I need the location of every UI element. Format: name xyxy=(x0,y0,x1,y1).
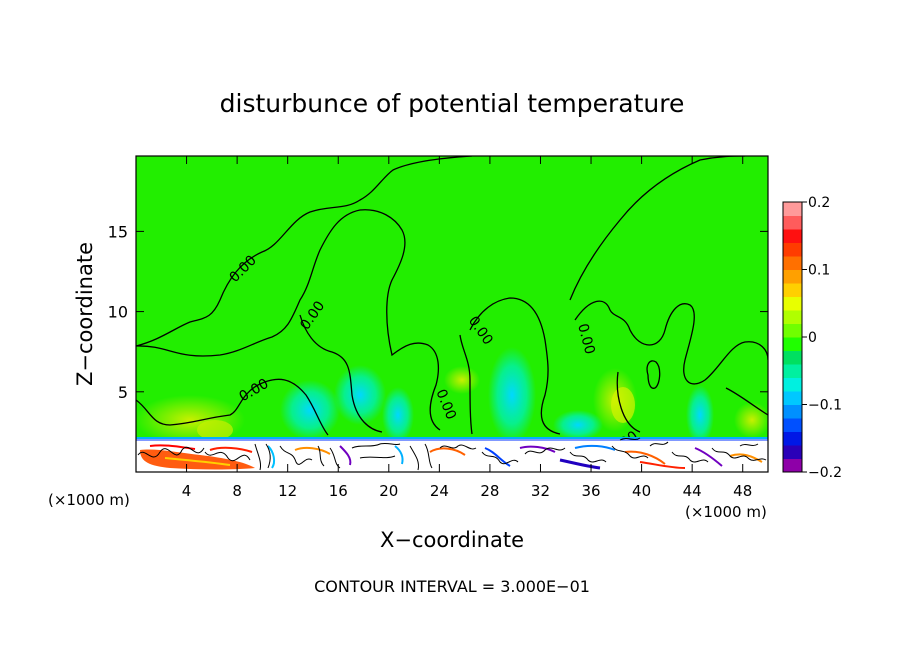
y-axis-label: Z−coordinate xyxy=(73,242,97,386)
x-tick-label: 44 xyxy=(683,482,702,500)
colorbar-segment xyxy=(783,283,802,297)
colorbar-segment xyxy=(783,445,802,459)
y-tick-label: 15 xyxy=(108,222,128,241)
x-tick-label: 48 xyxy=(733,482,752,500)
colorbar-segment xyxy=(783,364,802,378)
contour-label: 0.00 xyxy=(574,322,598,356)
colorbar-segment xyxy=(783,256,802,270)
colorbar-segment xyxy=(783,202,802,216)
colorbar-segment xyxy=(783,242,802,257)
chart-title: disturbunce of potential temperature xyxy=(220,89,685,118)
contour-interval-note: CONTOUR INTERVAL = 3.000E−01 xyxy=(314,577,590,596)
colorbar-tick-label: −0.2 xyxy=(808,465,842,481)
colorbar-tick-label: 0.1 xyxy=(808,263,830,279)
x-tick-label: 8 xyxy=(232,482,242,500)
x-tick-label: 16 xyxy=(329,482,348,500)
plot-frame xyxy=(135,155,769,473)
x-unit-right: (×1000 m) xyxy=(685,503,767,521)
colorbar-segment xyxy=(783,229,802,243)
x-tick-label: 20 xyxy=(379,482,398,500)
x-unit-left: (×1000 m) xyxy=(48,491,130,509)
colorbar-segment xyxy=(783,431,802,446)
plot-area: 0.00 0.00 0.00 0.00 0.00 0.00 0.00 xyxy=(136,156,768,472)
colorbar-segment xyxy=(783,310,802,324)
x-tick-label: 40 xyxy=(632,482,651,500)
colorbar-segment xyxy=(783,215,802,230)
zero-contours xyxy=(136,156,768,436)
colorbar-tick-label: 0.2 xyxy=(808,195,830,211)
colorbar-segment xyxy=(783,350,802,365)
x-tick-label: 28 xyxy=(480,482,499,500)
colorbar-segment xyxy=(783,337,802,351)
colorbar-segment xyxy=(783,377,802,392)
y-tick-label: 5 xyxy=(118,383,128,402)
colorbar-tick-label: −0.1 xyxy=(808,398,842,414)
y-tick-label: 10 xyxy=(108,303,128,322)
x-tick-label: 32 xyxy=(531,482,550,500)
colorbar-segment xyxy=(783,458,802,473)
y-axis: 5 10 15 xyxy=(108,222,768,402)
colorbar-segment xyxy=(783,296,802,311)
boundary-layer xyxy=(136,437,768,472)
colorbar-segment xyxy=(783,404,802,419)
x-axis: 4 8 12 16 20 24 28 32 36 40 44 48 xyxy=(182,156,752,500)
x-tick-label: 24 xyxy=(430,482,449,500)
x-tick-label: 12 xyxy=(278,482,297,500)
x-tick-label: 4 xyxy=(182,482,192,500)
colorbar-segment xyxy=(783,418,802,432)
colorbar-segment xyxy=(783,323,802,338)
colorbar: 0.2 0.1 0 −0.1 −0.2 xyxy=(782,195,842,481)
x-axis-label: X−coordinate xyxy=(380,528,524,552)
colorbar-tick-label: 0 xyxy=(808,330,817,346)
x-tick-label: 36 xyxy=(581,482,600,500)
field-anomalies xyxy=(136,347,768,445)
colorbar-segment xyxy=(783,391,802,405)
colorbar-segment xyxy=(783,269,802,284)
